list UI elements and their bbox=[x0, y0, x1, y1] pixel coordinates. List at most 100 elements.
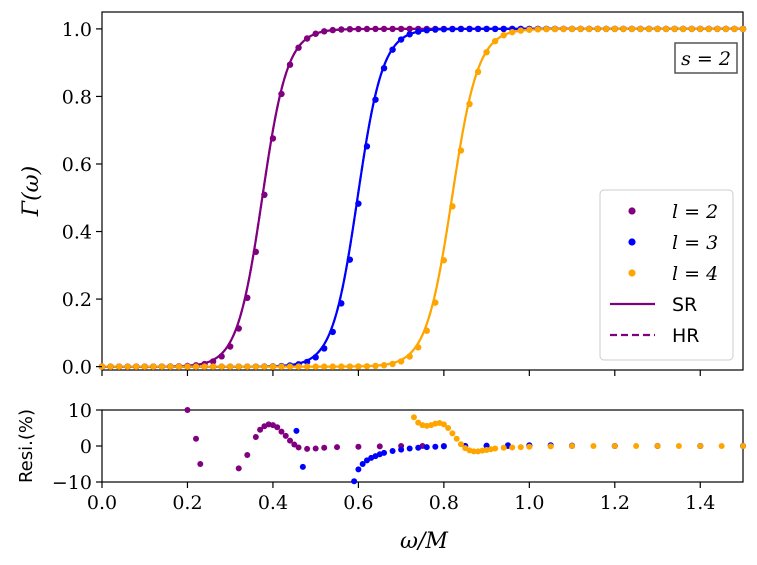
annotation-frame bbox=[674, 42, 738, 74]
residual-point-l3 bbox=[389, 448, 396, 455]
data-point-l4 bbox=[577, 25, 584, 33]
data-point-l4 bbox=[500, 32, 507, 39]
data-point-l3 bbox=[380, 65, 388, 72]
residual-point-l4 bbox=[654, 443, 661, 449]
residual-point-l3 bbox=[398, 446, 405, 453]
data-point-l4 bbox=[227, 363, 234, 370]
residual-point-l3 bbox=[359, 461, 366, 467]
data-point-l2 bbox=[295, 44, 302, 51]
residual-point-l3 bbox=[351, 478, 358, 485]
data-point-l4 bbox=[551, 25, 559, 33]
transmission-panel: 0.0 0.2 0.4 0.6 0.8 1.0 Γ(ω) s = 2 l = 2 l = 3… bbox=[19, 11, 747, 379]
residual-point-l2 bbox=[278, 428, 285, 435]
residual-y-tick-label: −10 bbox=[52, 472, 92, 494]
x-tick-label: 0.2 bbox=[172, 492, 202, 514]
data-point-l2 bbox=[338, 26, 345, 33]
data-point-l2 bbox=[235, 325, 242, 332]
data-point-l4 bbox=[406, 353, 413, 360]
data-point-l3 bbox=[312, 354, 319, 361]
legend-marker bbox=[628, 207, 636, 215]
data-point-l4 bbox=[372, 362, 379, 370]
data-point-l4 bbox=[474, 68, 482, 76]
data-point-l4 bbox=[722, 25, 730, 33]
residual-point-l2 bbox=[291, 441, 298, 448]
data-point-l3 bbox=[440, 26, 448, 33]
residual-y-tick-label: 0 bbox=[80, 436, 92, 458]
data-point-l3 bbox=[483, 25, 490, 33]
x-tick-label: 0.8 bbox=[429, 492, 459, 514]
residual-point-l2 bbox=[184, 407, 191, 413]
data-point-l3 bbox=[474, 25, 482, 33]
data-point-l2 bbox=[278, 90, 285, 98]
residual-point-l4 bbox=[675, 443, 682, 449]
data-point-l4 bbox=[585, 25, 593, 33]
data-point-l4 bbox=[389, 360, 396, 368]
data-point-l4 bbox=[115, 363, 123, 370]
data-point-l4 bbox=[560, 25, 567, 33]
data-point-l4 bbox=[278, 363, 285, 370]
data-point-l4 bbox=[141, 363, 148, 370]
data-point-l4 bbox=[218, 363, 225, 370]
data-point-l2 bbox=[227, 343, 234, 350]
residual-point-l3 bbox=[293, 427, 300, 434]
data-point-l4 bbox=[517, 27, 524, 34]
residual-point-l2 bbox=[295, 444, 302, 451]
residual-point-l4 bbox=[740, 443, 746, 449]
legend-label: SR bbox=[672, 294, 697, 316]
x-tick-label: 0.6 bbox=[343, 492, 373, 514]
data-point-l4 bbox=[235, 363, 242, 370]
x-tick-label: 1.4 bbox=[685, 492, 715, 514]
data-point-l3 bbox=[466, 25, 473, 33]
data-point-l4 bbox=[739, 25, 747, 33]
residual-point-l2 bbox=[282, 432, 289, 439]
data-point-l3 bbox=[449, 25, 456, 33]
residual-point-l4 bbox=[697, 443, 704, 449]
data-point-l2 bbox=[303, 35, 311, 42]
residual-point-l4 bbox=[440, 421, 447, 428]
residual-point-l3 bbox=[483, 442, 490, 449]
data-point-l4 bbox=[526, 26, 533, 33]
residual-point-l4 bbox=[633, 443, 640, 449]
data-point-l4 bbox=[671, 25, 678, 33]
residual-point-l2 bbox=[197, 461, 204, 467]
data-point-l4 bbox=[295, 363, 302, 370]
data-point-l4 bbox=[329, 363, 336, 370]
data-point-l4 bbox=[201, 363, 208, 370]
data-point-l3 bbox=[338, 300, 345, 307]
data-point-l4 bbox=[611, 25, 618, 33]
residual-point-l4 bbox=[453, 435, 460, 442]
data-point-l4 bbox=[440, 257, 448, 264]
data-point-l4 bbox=[132, 363, 140, 370]
x-tick-label: 0.0 bbox=[87, 492, 117, 514]
residual-point-l3 bbox=[299, 463, 306, 470]
residual-point-l3 bbox=[406, 445, 413, 452]
data-point-l3 bbox=[303, 358, 311, 366]
data-point-l4 bbox=[150, 363, 157, 370]
residual-point-l2 bbox=[193, 435, 200, 442]
data-point-l4 bbox=[697, 25, 704, 33]
residual-point-l2 bbox=[287, 437, 294, 444]
data-point-l2 bbox=[406, 25, 413, 33]
residual-point-l4 bbox=[611, 443, 618, 449]
data-point-l4 bbox=[158, 363, 166, 370]
residual-point-l3 bbox=[381, 449, 388, 456]
data-point-l4 bbox=[415, 344, 422, 351]
data-point-l4 bbox=[457, 147, 465, 154]
residual-point-l4 bbox=[509, 444, 516, 451]
data-point-l4 bbox=[252, 363, 260, 370]
top-y-ticks: 0.0 0.2 0.4 0.6 0.8 1.0 bbox=[62, 19, 102, 379]
residual-point-l2 bbox=[244, 452, 251, 458]
data-point-l4 bbox=[594, 25, 601, 33]
data-point-l3 bbox=[329, 328, 336, 336]
data-point-l4 bbox=[167, 363, 174, 370]
y-tick-label: 0.6 bbox=[62, 154, 92, 176]
data-point-l4 bbox=[303, 363, 311, 370]
residual-point-l2 bbox=[252, 434, 259, 440]
bottom-y-axis-label: Resi.(%) bbox=[16, 409, 37, 483]
data-point-l4 bbox=[175, 363, 183, 370]
residual-point-l3 bbox=[415, 444, 422, 451]
data-point-l4 bbox=[603, 25, 610, 33]
residual-point-l4 bbox=[445, 425, 452, 431]
data-point-l3 bbox=[406, 31, 413, 38]
data-point-l4 bbox=[423, 327, 430, 334]
